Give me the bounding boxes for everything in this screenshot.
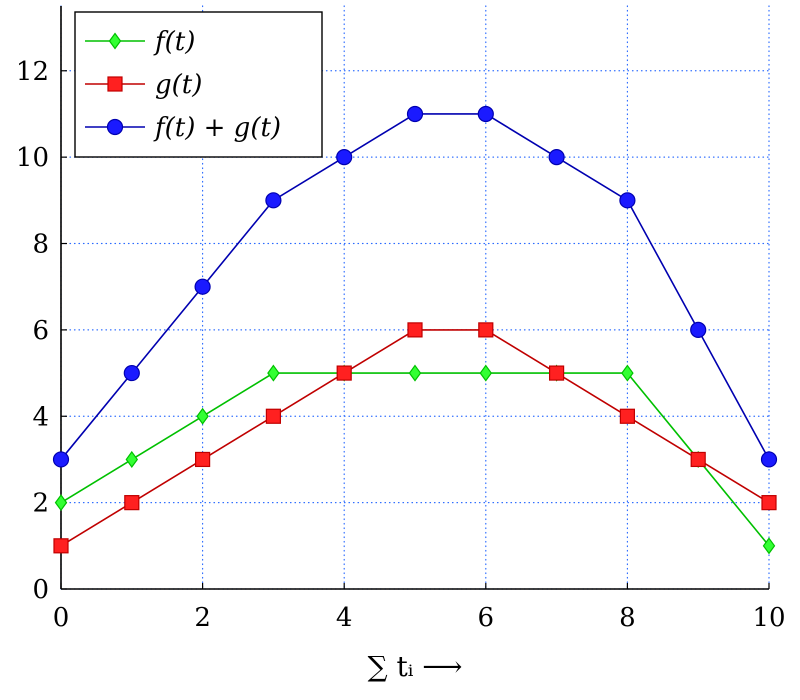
- legend-marker: [107, 76, 123, 92]
- data-point: [195, 451, 211, 468]
- data-point: [265, 408, 281, 424]
- data-point: [336, 149, 353, 166]
- series-2: [52, 105, 778, 468]
- data-point: [196, 407, 209, 425]
- legend-label: g(t): [155, 70, 202, 100]
- data-point: [406, 105, 424, 123]
- series-line: [60, 113, 770, 460]
- x-tick-label: 6: [478, 603, 495, 633]
- data-point: [548, 365, 565, 381]
- x-tick-label: 2: [194, 603, 211, 633]
- data-point: [53, 538, 69, 554]
- data-point: [407, 322, 423, 338]
- data-point: [619, 192, 636, 209]
- y-tick-label: 12: [16, 57, 49, 87]
- data-point: [619, 408, 636, 424]
- x-tick-label: 0: [53, 603, 70, 633]
- x-tick-label: 8: [619, 603, 636, 633]
- data-point: [123, 364, 140, 382]
- data-point: [760, 451, 778, 468]
- legend-marker: [106, 118, 124, 136]
- series-line: [60, 372, 770, 547]
- data-point: [194, 278, 211, 295]
- data-point: [477, 105, 494, 123]
- legend: f(t) g(t) f(t) + g(t): [74, 11, 323, 158]
- data-point: [479, 364, 493, 382]
- axes: 0 2 4 6 8 10 0 2 4 6 8 10 12: [16, 6, 786, 633]
- series-0: [54, 364, 776, 555]
- data-point: [336, 365, 352, 381]
- data-point: [621, 364, 634, 382]
- data-point: [124, 495, 140, 511]
- y-tick-label: 4: [32, 402, 49, 432]
- y-tick-label: 10: [16, 143, 49, 173]
- series-1: [53, 322, 777, 554]
- x-tick-label: 4: [336, 603, 353, 633]
- data-point: [548, 149, 565, 166]
- legend-label: f(t) + g(t): [153, 113, 281, 143]
- data-point: [125, 450, 139, 468]
- x-axis-label: ∑ tᵢ ⟶: [368, 650, 463, 683]
- legend-marker: [108, 32, 122, 50]
- data-point: [54, 494, 68, 512]
- data-point: [265, 192, 282, 209]
- data-point: [690, 451, 706, 468]
- data-point: [478, 322, 494, 338]
- data-point: [690, 321, 707, 338]
- y-tick-label: 6: [32, 316, 49, 346]
- legend-label: f(t): [153, 27, 195, 57]
- series-group: [52, 105, 778, 555]
- data-point: [267, 364, 280, 382]
- y-tick-label: 8: [32, 230, 49, 260]
- data-point: [408, 364, 422, 382]
- x-tick-label: 10: [752, 603, 785, 633]
- data-point: [762, 537, 776, 555]
- data-point: [761, 495, 777, 511]
- y-tick-label: 0: [32, 575, 49, 605]
- data-point: [52, 451, 70, 468]
- y-tick-label: 2: [32, 489, 49, 519]
